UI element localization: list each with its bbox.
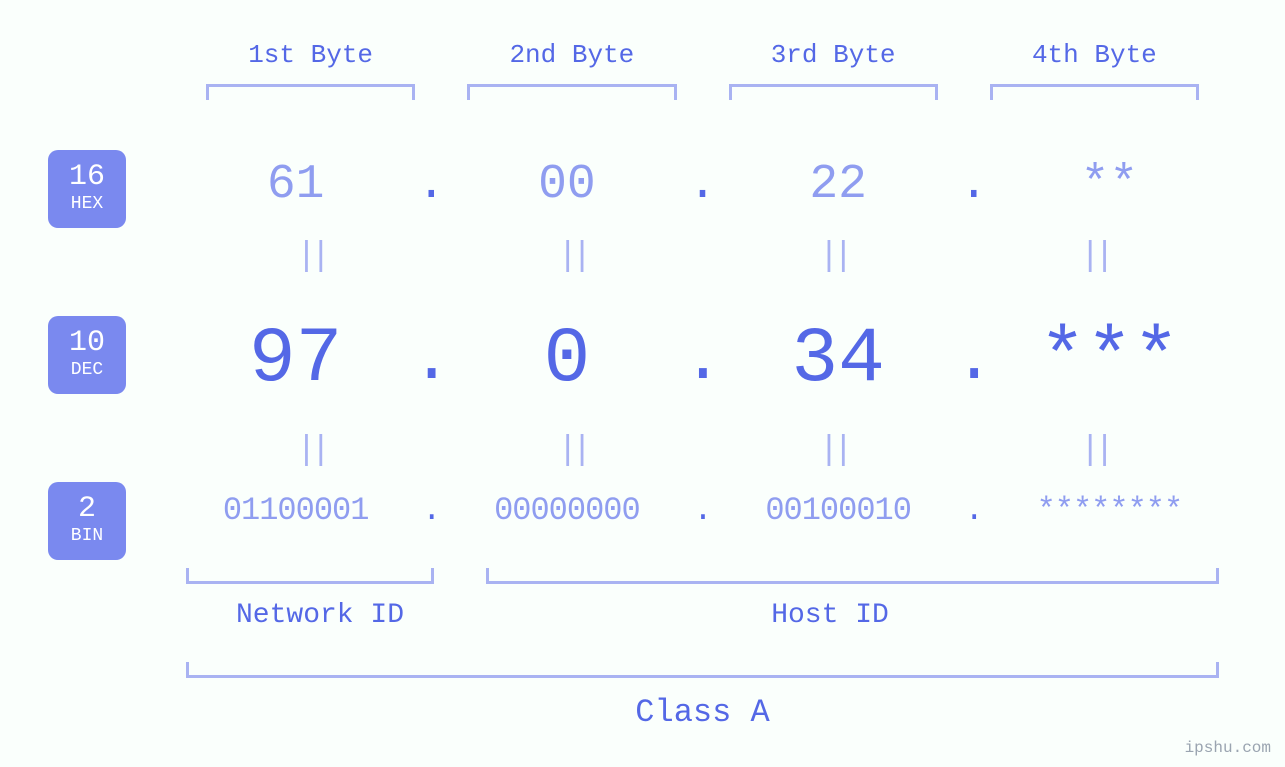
class-bracket-wrap	[186, 662, 1219, 678]
dec-byte-1: 97	[180, 316, 411, 404]
bracket-host-id	[486, 568, 1219, 584]
bin-dot-1: .	[411, 492, 451, 529]
byte-label-3: 3rd Byte	[703, 40, 964, 70]
eq-2-2: ||	[441, 432, 702, 470]
byte-label-1: 1st Byte	[180, 40, 441, 70]
badge-hex-num: 16	[69, 162, 105, 192]
host-id-label: Host ID	[620, 600, 1040, 631]
bin-dot-2: .	[683, 492, 723, 529]
bracket-byte-3	[729, 84, 938, 100]
eq-1-2: ||	[441, 238, 702, 276]
hex-byte-1: 61	[180, 158, 411, 212]
bracket-byte-2	[467, 84, 676, 100]
bracket-byte-4	[990, 84, 1199, 100]
badge-dec-label: DEC	[71, 360, 103, 382]
hex-byte-2: 00	[451, 158, 682, 212]
top-brackets	[180, 84, 1225, 104]
eq-row-1: || || || ||	[180, 238, 1225, 276]
bracket-class	[186, 662, 1219, 678]
byte-header-row: 1st Byte 2nd Byte 3rd Byte 4th Byte	[180, 40, 1225, 70]
hex-dot-2: .	[683, 158, 723, 212]
class-label: Class A	[180, 694, 1225, 731]
dec-byte-4: ***	[994, 316, 1225, 404]
eq-1-1: ||	[180, 238, 441, 276]
bracket-byte-1	[206, 84, 415, 100]
hex-byte-3: 22	[723, 158, 954, 212]
bracket-network-id	[186, 568, 434, 584]
byte-label-2: 2nd Byte	[441, 40, 702, 70]
dec-row: 97 . 0 . 34 . ***	[180, 316, 1225, 404]
bin-byte-3: 00100010	[723, 492, 954, 529]
dec-dot-1: .	[411, 322, 451, 399]
eq-2-3: ||	[703, 432, 964, 470]
ip-diagram: 1st Byte 2nd Byte 3rd Byte 4th Byte 16 H…	[0, 0, 1285, 767]
dec-dot-2: .	[683, 322, 723, 399]
byte-label-4: 4th Byte	[964, 40, 1225, 70]
eq-2-4: ||	[964, 432, 1225, 470]
dec-byte-3: 34	[723, 316, 954, 404]
eq-1-3: ||	[703, 238, 964, 276]
dec-dot-3: .	[954, 322, 994, 399]
hex-byte-4: **	[994, 158, 1225, 212]
hex-row: 61 . 00 . 22 . **	[180, 158, 1225, 212]
badge-bin-num: 2	[78, 494, 96, 524]
badge-dec-num: 10	[69, 328, 105, 358]
hex-dot-1: .	[411, 158, 451, 212]
network-id-label: Network ID	[210, 600, 430, 631]
badge-hex: 16 HEX	[48, 150, 126, 228]
bin-byte-1: 01100001	[180, 492, 411, 529]
eq-row-2: || || || ||	[180, 432, 1225, 470]
badge-dec: 10 DEC	[48, 316, 126, 394]
dec-byte-2: 0	[451, 316, 682, 404]
badge-bin: 2 BIN	[48, 482, 126, 560]
bin-row: 01100001 . 00000000 . 00100010 . *******…	[180, 492, 1225, 529]
hex-dot-3: .	[954, 158, 994, 212]
watermark: ipshu.com	[1185, 739, 1271, 757]
badge-bin-label: BIN	[71, 526, 103, 548]
eq-2-1: ||	[180, 432, 441, 470]
bin-byte-2: 00000000	[451, 492, 682, 529]
id-brackets	[180, 568, 1225, 588]
bin-dot-3: .	[954, 492, 994, 529]
bin-byte-4: ********	[994, 492, 1225, 529]
badge-hex-label: HEX	[71, 194, 103, 216]
eq-1-4: ||	[964, 238, 1225, 276]
